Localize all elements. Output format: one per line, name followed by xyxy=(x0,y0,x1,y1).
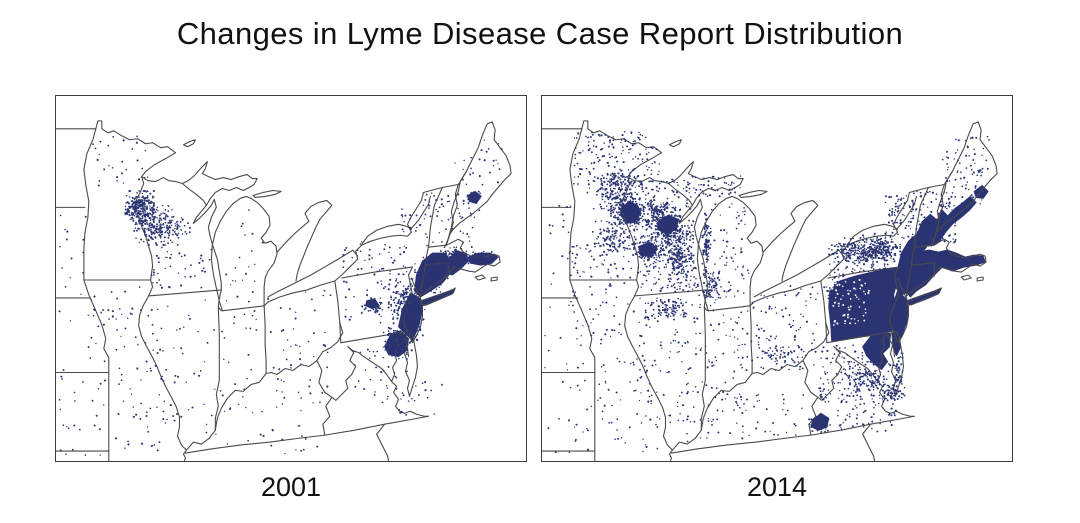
dot-map-2001 xyxy=(56,96,526,461)
figure-title: Changes in Lyme Disease Case Report Dist… xyxy=(176,16,904,51)
dot-map-2014 xyxy=(542,96,1012,461)
map-panel-2014: 2014 xyxy=(541,95,1013,502)
year-label-2014: 2014 xyxy=(746,472,808,502)
map-panel-2001: 2001 xyxy=(55,95,527,502)
year-label-2001: 2001 xyxy=(260,472,322,502)
